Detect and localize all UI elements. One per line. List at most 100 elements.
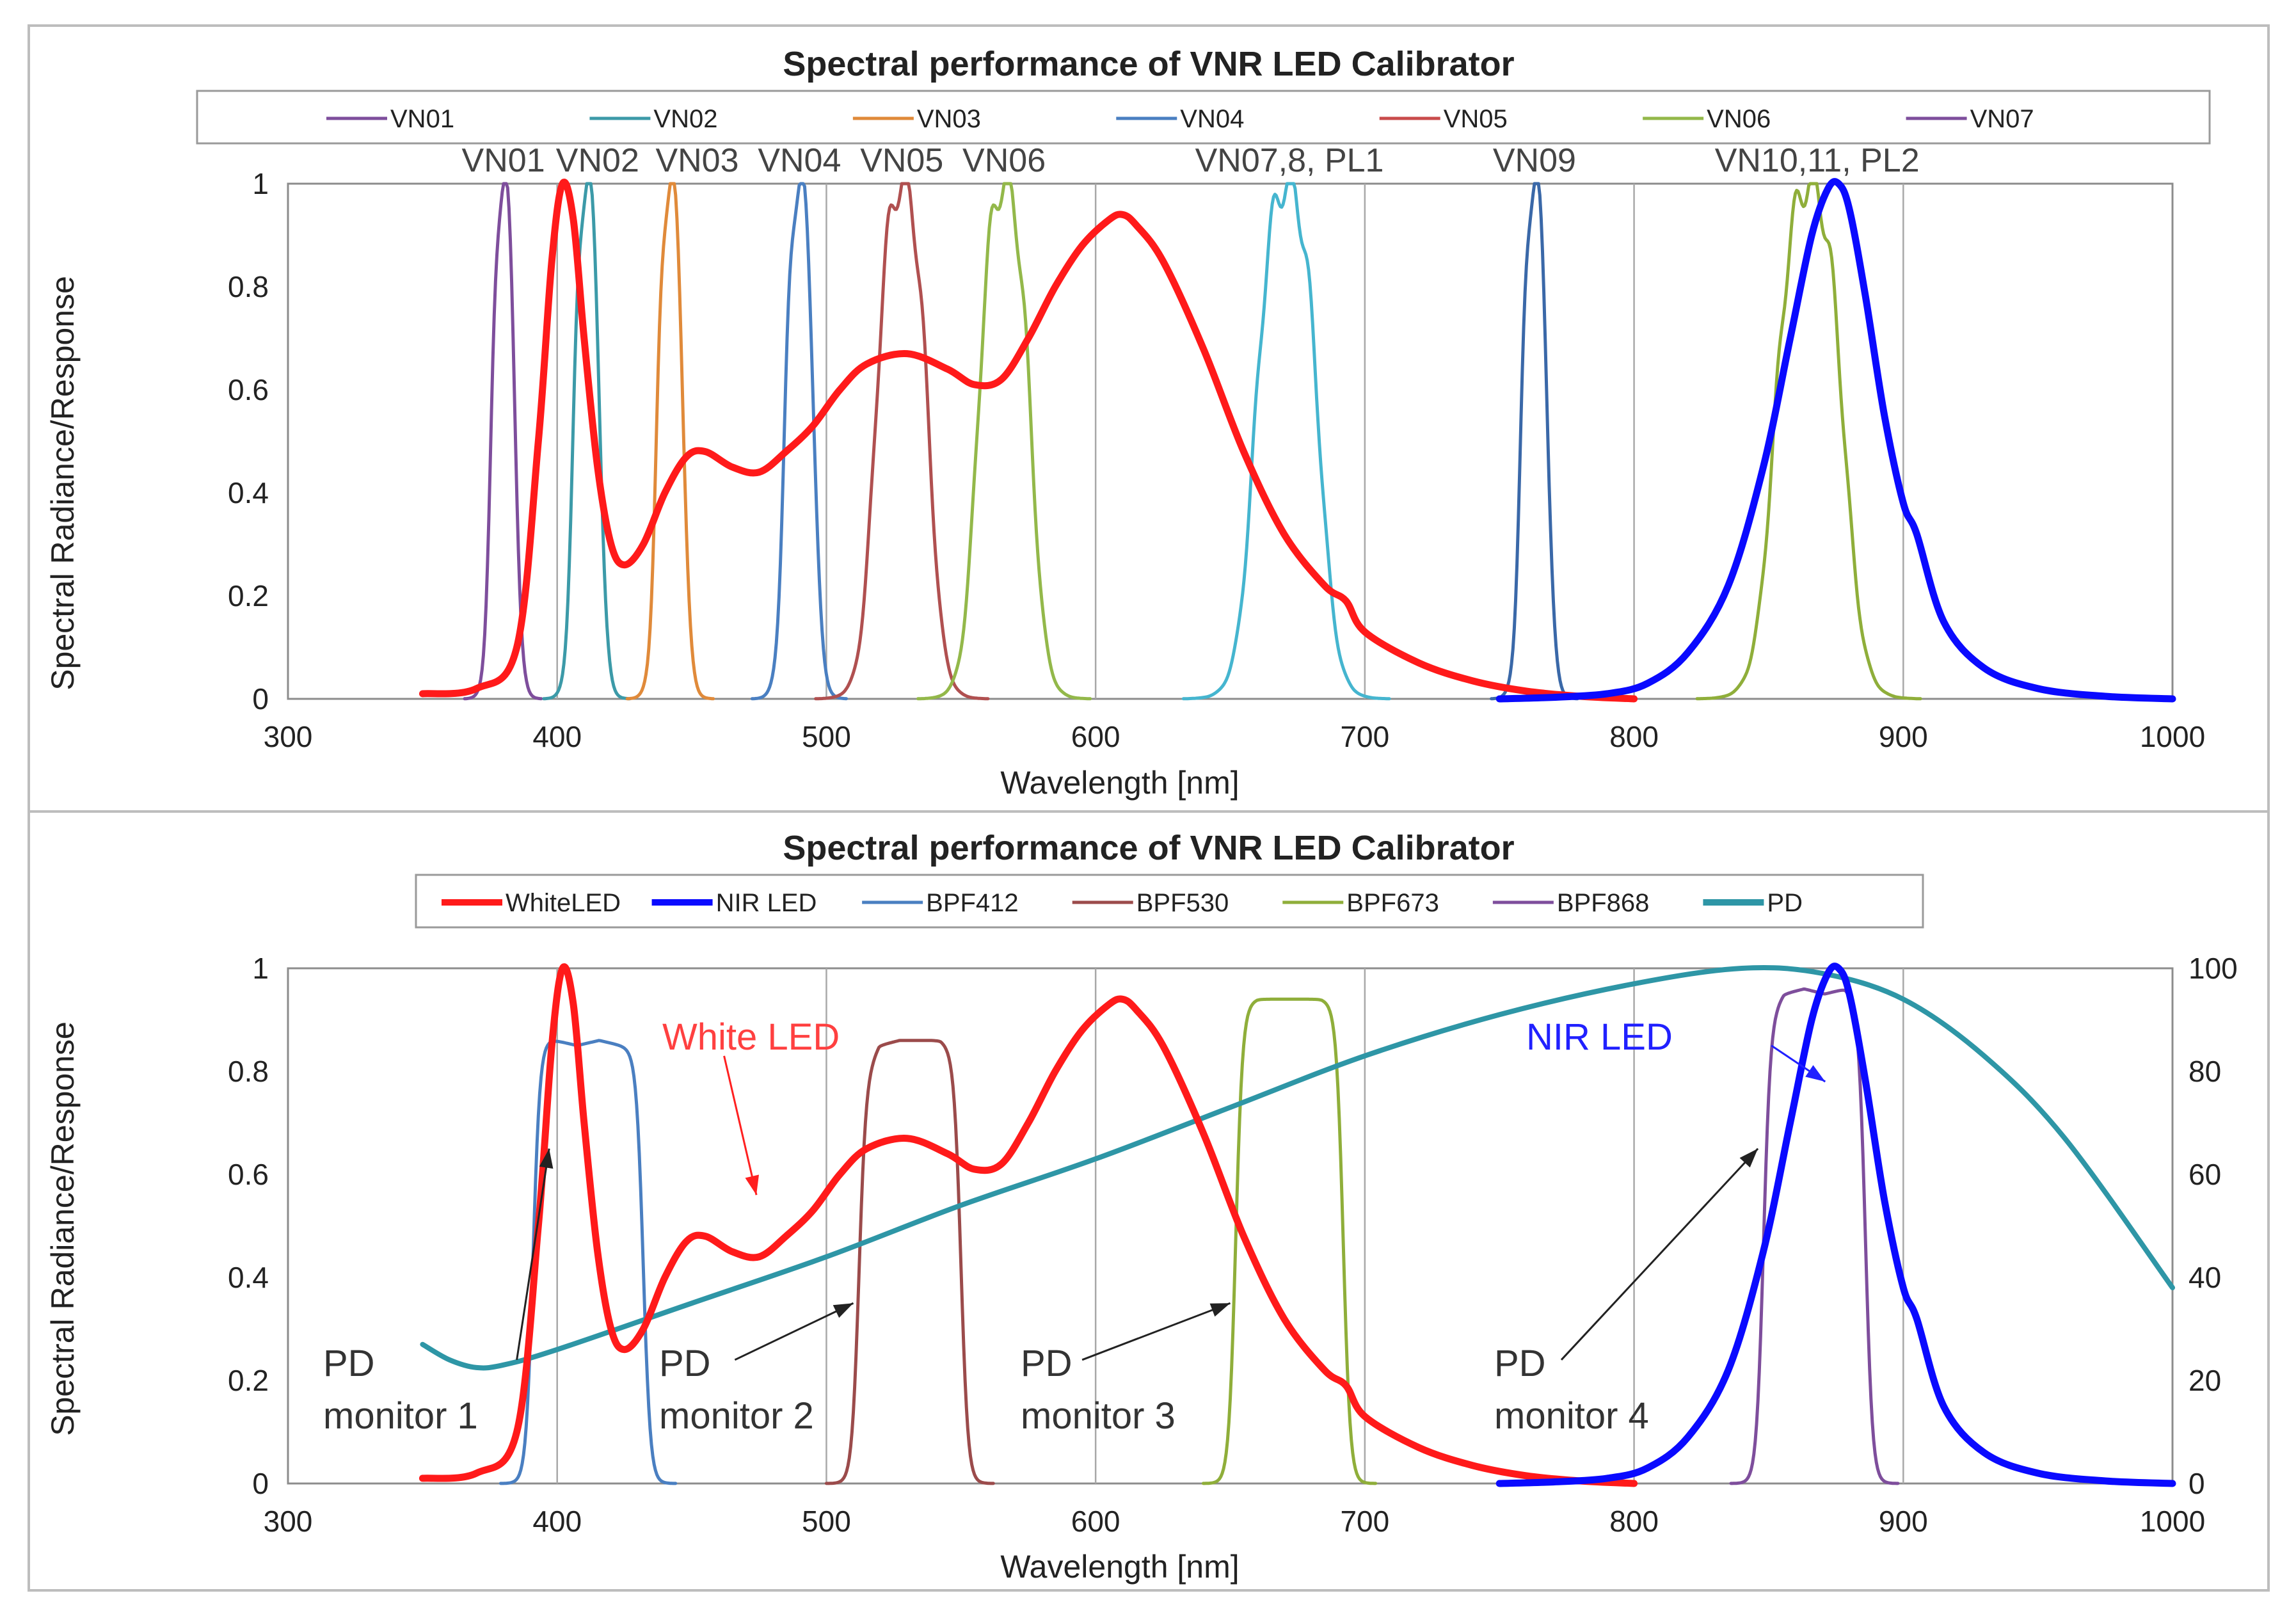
- y-tick-label-0: 0: [252, 1467, 269, 1500]
- legend-label-nir-led: NIR LED: [716, 889, 817, 917]
- series-line-whiteled: [419, 963, 1638, 1487]
- y-tick-label-0-8: 0.8: [228, 270, 269, 303]
- monitor-4-arrow: [1560, 1147, 1759, 1361]
- series-line-bpf530: [824, 1039, 995, 1485]
- y-tick-label-0-2: 0.2: [228, 1364, 269, 1397]
- x-tick-label-1000: 1000: [2140, 1505, 2205, 1538]
- y2-tick-label-100: 100: [2188, 952, 2238, 985]
- legend-label-bpf412: BPF412: [926, 889, 1019, 917]
- x-tick-label-700: 700: [1340, 1505, 1389, 1538]
- x-tick-label-600: 600: [1071, 1505, 1120, 1538]
- y2-tick-label-40: 40: [2188, 1261, 2221, 1294]
- series-line-vn02: [542, 182, 632, 701]
- y-tick-label-0-2: 0.2: [228, 579, 269, 612]
- monitor-1-arrow-head: [539, 1148, 554, 1169]
- top-plot-area: [287, 182, 2174, 700]
- x-tick-label-500: 500: [802, 1505, 851, 1538]
- legend-label-bpf868: BPF868: [1557, 889, 1650, 917]
- series-line-vn06: [916, 182, 1092, 701]
- pd-label-2: PD: [659, 1343, 711, 1384]
- series-line-vn04: [750, 182, 849, 701]
- monitor-2-arrow: [734, 1302, 854, 1361]
- pd-label-4: PD: [1494, 1343, 1546, 1384]
- y2-tick-label-80: 80: [2188, 1055, 2221, 1088]
- monitor-label-1: monitor 1: [323, 1395, 478, 1437]
- monitor-label-2: monitor 2: [659, 1395, 814, 1437]
- legend-label-pd: PD: [1767, 889, 1803, 917]
- band-label-vn06: VN06: [962, 142, 1046, 179]
- y-tick-label-1: 1: [252, 952, 269, 985]
- series-line-bpf868: [1729, 987, 1900, 1485]
- y-tick-label-0-6: 0.6: [228, 1158, 269, 1191]
- series-line-vn10-11: [1695, 182, 1922, 701]
- bottom-x-axis-label: Wavelength [nm]: [1000, 1549, 1239, 1585]
- legend-label-bpf673: BPF673: [1346, 889, 1439, 917]
- band-label-vn02: VN02: [556, 142, 639, 179]
- series-line-bpf673: [1201, 997, 1378, 1485]
- y2-tick-label-20: 20: [2188, 1364, 2221, 1397]
- x-tick-label-300: 300: [264, 1505, 313, 1538]
- x-tick-label-1000: 1000: [2140, 720, 2205, 753]
- x-tick-label-600: 600: [1071, 720, 1120, 753]
- x-tick-label-500: 500: [802, 720, 851, 753]
- nir-led-label: NIR LED: [1526, 1016, 1673, 1058]
- y2-tick-label-60: 60: [2188, 1158, 2221, 1191]
- top-chart-title: Spectral performance of VNR LED Calibrat…: [783, 45, 1514, 83]
- white-led-label: White LED: [662, 1016, 840, 1058]
- figure-frame: [28, 24, 2270, 1592]
- series-line-nir-led: [1495, 963, 2176, 1487]
- top-x-axis-label: Wavelength [nm]: [1000, 765, 1239, 801]
- legend-label-vn04: VN04: [1180, 105, 1244, 133]
- series-line-vn05: [814, 182, 990, 701]
- series-line-nir-led: [1495, 178, 2176, 703]
- x-tick-label-900: 900: [1879, 1505, 1928, 1538]
- monitor-1-arrow: [516, 1148, 550, 1361]
- pd-label-3: PD: [1021, 1343, 1072, 1384]
- monitor-label-3: monitor 3: [1021, 1395, 1176, 1437]
- y-tick-label-0-6: 0.6: [228, 373, 269, 406]
- legend-label-vn01: VN01: [390, 105, 454, 133]
- top-chart: Spectral performance of VNR LED Calibrat…: [45, 45, 2211, 801]
- legend-label-vn05: VN05: [1444, 105, 1508, 133]
- bottom-y-axis-label: Spectral Radiance/Response: [45, 1021, 81, 1436]
- band-label-vn04: VN04: [758, 142, 841, 179]
- y-tick-label-0-4: 0.4: [228, 1261, 269, 1294]
- x-tick-label-300: 300: [264, 720, 313, 753]
- x-tick-label-800: 800: [1609, 1505, 1659, 1538]
- monitor-label-4: monitor 4: [1494, 1395, 1649, 1437]
- x-tick-label-400: 400: [532, 1505, 582, 1538]
- annotations: White LED NIR LED PD monitor 1 PD monito…: [323, 1016, 1673, 1437]
- x-tick-label-900: 900: [1879, 720, 1928, 753]
- y-tick-label-1: 1: [252, 167, 269, 200]
- monitor-3-arrow: [1081, 1302, 1231, 1361]
- series-line-vn07-8: [1181, 182, 1391, 701]
- y-tick-label-0: 0: [252, 682, 269, 716]
- band-label-vn10-11-pl2: VN10,11, PL2: [1715, 142, 1920, 179]
- monitor-4-arrow-head: [1739, 1148, 1758, 1168]
- legend-label-vn02: VN02: [653, 105, 717, 133]
- white-led-arrow-head: [745, 1174, 759, 1195]
- y-tick-label-0-4: 0.4: [228, 476, 269, 509]
- band-label-vn09: VN09: [1493, 142, 1576, 179]
- legend-label-whiteled: WhiteLED: [506, 889, 621, 917]
- legend-label-bpf530: BPF530: [1136, 889, 1229, 917]
- band-label-vn05: VN05: [860, 142, 943, 179]
- nir-led-arrow-head: [1805, 1065, 1826, 1082]
- series-line-white-led: [419, 179, 1638, 703]
- bottom-chart-title: Spectral performance of VNR LED Calibrat…: [783, 829, 1514, 867]
- x-tick-label-700: 700: [1340, 720, 1389, 753]
- pd-label-1: PD: [323, 1343, 375, 1384]
- x-tick-label-800: 800: [1609, 720, 1659, 753]
- series-line-vn03: [625, 182, 715, 701]
- y2-tick-label-0: 0: [2188, 1467, 2205, 1500]
- x-tick-label-400: 400: [532, 720, 582, 753]
- monitor-2-arrow-head: [833, 1303, 854, 1318]
- monitor-3-arrow-head: [1209, 1303, 1231, 1317]
- band-label-vn07-8-pl1: VN07,8, PL1: [1195, 142, 1384, 179]
- annotation-arrows: [516, 1044, 1826, 1361]
- y-tick-label-0-8: 0.8: [228, 1055, 269, 1088]
- bottom-plot-area: [287, 967, 2174, 1485]
- bottom-chart: Spectral performance of VNR LED Calibrat…: [45, 829, 2238, 1585]
- legend-label-vn03: VN03: [917, 105, 981, 133]
